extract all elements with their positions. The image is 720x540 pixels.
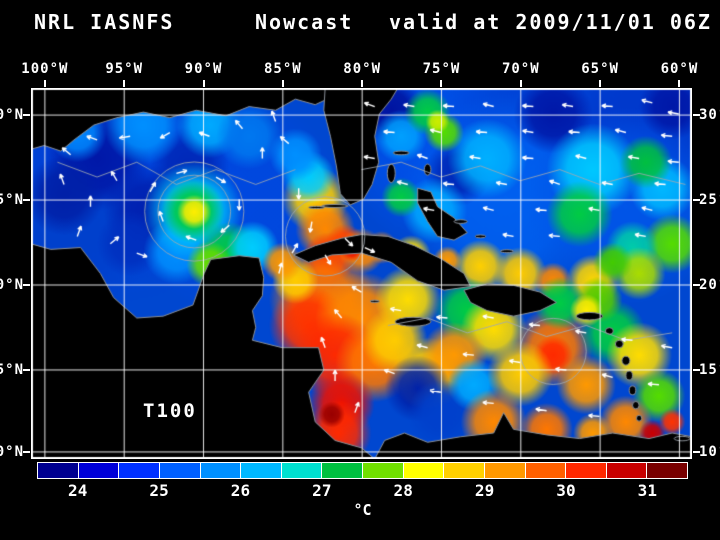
axis-tick: [281, 80, 284, 87]
colorbar-segment: [118, 463, 159, 478]
colorbar-segments: [37, 462, 688, 479]
colorbar-segment: [158, 463, 200, 478]
axis-tick: [23, 284, 30, 286]
lat-tick-label: 25°N: [699, 192, 720, 209]
lon-tick-label: 90°W: [184, 61, 223, 77]
temperature-field-canvas: [31, 88, 692, 459]
valid-time: valid at 2009/11/01 06Z: [389, 10, 712, 34]
axis-tick: [440, 80, 443, 87]
colorbar-tick-label: 31: [637, 481, 657, 500]
axis-tick: [519, 80, 522, 87]
axis-tick: [693, 284, 700, 286]
axis-tick: [23, 114, 30, 117]
colorbar-tick-label: 26: [230, 481, 251, 500]
colorbar-segment: [443, 463, 484, 478]
colorbar-segment: [362, 463, 403, 478]
axis-tick: [693, 114, 700, 117]
colorbar-segment: [483, 463, 525, 478]
run-type: Nowcast: [255, 10, 354, 34]
lon-tick-label: 100°W: [21, 61, 69, 77]
axis-tick: [678, 80, 681, 87]
map-plot: 100°W 95°W 90°W 85°W 80°W 75°W 70°W 65°W 60°W 30…: [0, 61, 720, 460]
axis-tick: [361, 80, 364, 87]
model-name: NRL IASNFS: [34, 10, 175, 34]
colorbar-tick-label: 29: [474, 481, 495, 500]
colorbar-tick-label: 27: [312, 481, 332, 500]
colorbar-unit: °C: [353, 501, 372, 519]
axis-tick: [599, 80, 602, 87]
lat-tick-label: 30°N: [0, 107, 24, 124]
lat-tick-label: 25°N: [0, 192, 24, 209]
colorbar-tick-label: 30: [556, 481, 576, 500]
axis-tick: [123, 80, 126, 87]
lat-tick-label: 20°N: [699, 277, 720, 293]
axis-tick: [693, 368, 700, 371]
lat-tick-label: 10°N: [0, 443, 24, 460]
colorbar-tick-label: 24: [68, 481, 88, 500]
colorbar-segment: [321, 463, 362, 478]
axis-tick: [23, 368, 30, 371]
colorbar-segment: [605, 463, 647, 478]
colorbar-tick-label: 28: [393, 481, 413, 500]
field-label: T100: [143, 400, 197, 422]
colorbar-segment: [565, 463, 606, 478]
lat-tick-label: 15°N: [0, 361, 24, 378]
colorbar-segment: [402, 463, 444, 478]
colorbar: 24 25 26 27 28 29 30 31 °C: [37, 462, 688, 519]
axis-tick: [693, 450, 700, 453]
colorbar-tick-label: 25: [149, 481, 169, 500]
axis-tick: [23, 199, 30, 202]
lon-tick-label: 70°W: [501, 61, 540, 77]
title-bar: NRL IASNFS Nowcast valid at 2009/11/01 0…: [0, 6, 720, 36]
colorbar-segment: [240, 463, 281, 478]
lat-tick-label: 15°N: [699, 361, 720, 378]
colorbar-segment: [524, 463, 566, 478]
axis-tick: [693, 199, 700, 202]
lon-tick-label: 65°W: [581, 61, 619, 77]
lat-tick-label: 10°N: [699, 443, 720, 460]
colorbar-segment: [77, 463, 119, 478]
lon-tick-label: 80°W: [343, 61, 382, 77]
lat-tick-label: 30°N: [699, 107, 720, 124]
colorbar-segment: [199, 463, 241, 478]
colorbar-segment: [280, 463, 322, 478]
lon-tick-label: 85°W: [263, 61, 302, 77]
lat-tick-label: 20°N: [0, 277, 24, 293]
lon-tick-label: 60°W: [660, 61, 699, 77]
colorbar-segment: [646, 463, 687, 478]
colorbar-tick-labels: 24 25 26 27 28 29 30 31: [37, 481, 688, 501]
axis-tick: [23, 450, 30, 453]
axis-tick: [43, 80, 46, 87]
axis-tick: [202, 80, 205, 87]
lon-tick-label: 95°W: [105, 61, 144, 77]
lon-tick-label: 75°W: [422, 61, 461, 77]
colorbar-segment: [38, 463, 78, 478]
